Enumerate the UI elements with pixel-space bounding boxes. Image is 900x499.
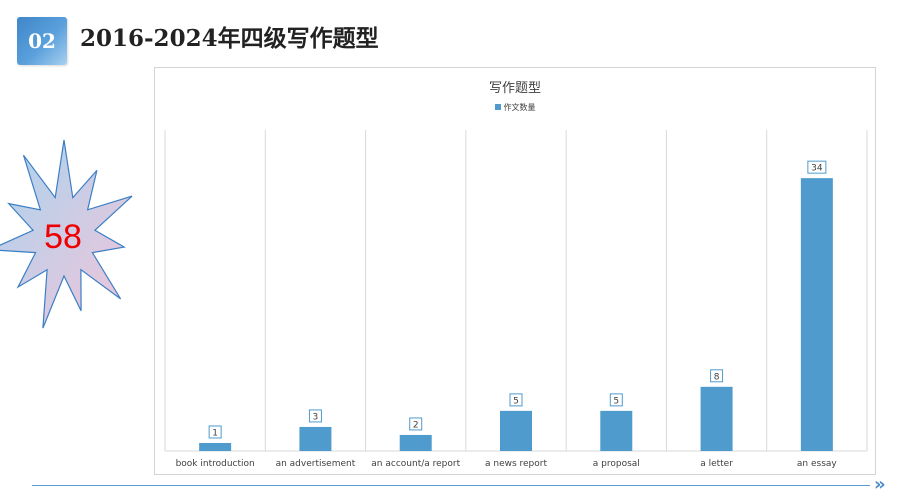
bottom-divider: [32, 485, 870, 486]
data-label-box: [208, 425, 222, 439]
data-label-box: [807, 160, 827, 174]
data-label: 8: [714, 372, 720, 382]
legend-swatch: [494, 103, 501, 110]
bar-3: [500, 410, 532, 451]
x-tick-label: a news report: [485, 459, 547, 469]
callout-total: 58: [44, 218, 82, 256]
bar-5: [700, 386, 733, 451]
section-badge: 02: [17, 17, 67, 65]
chart-title: 写作题型: [488, 81, 541, 96]
data-label-box: [609, 393, 623, 407]
x-tick-label: an account/a report: [371, 459, 460, 469]
x-tick-label: an essay: [797, 459, 838, 469]
x-tick-label: a proposal: [593, 459, 640, 469]
data-label: 2: [413, 420, 419, 430]
double-chevron-right-icon[interactable]: »: [874, 474, 886, 495]
bar-2: [399, 434, 432, 451]
bar-1: [299, 426, 332, 451]
data-label: 34: [811, 164, 823, 174]
data-label-box: [509, 393, 523, 407]
x-tick-label: an advertisement: [276, 459, 356, 469]
bar-6: [800, 178, 833, 451]
data-label: 5: [513, 396, 519, 406]
starburst-shape: [0, 139, 133, 329]
x-tick-label: book introduction: [176, 459, 255, 469]
chart-panel: 写作题型 作文数量 1 book introduction 3 an advertis…: [154, 67, 876, 475]
page-title: 2016-2024年四级写作题型: [80, 25, 379, 52]
bar-0: [199, 442, 232, 451]
chart-legend: 作文数量: [155, 102, 875, 113]
section-number: 02: [28, 29, 56, 53]
data-label: 3: [313, 412, 319, 422]
legend-label: 作文数量: [503, 103, 536, 112]
bar-chart-plot: 1 book introduction 3 an advertisement 2 an a…: [164, 130, 868, 469]
data-label-box: [710, 369, 724, 383]
starburst-callout: [0, 139, 133, 329]
x-tick-label: a letter: [700, 459, 733, 469]
data-label-box: [308, 409, 322, 423]
bar-4: [600, 410, 633, 451]
data-label: 5: [613, 396, 619, 406]
data-label-box: [409, 417, 423, 431]
data-label: 1: [212, 428, 218, 438]
